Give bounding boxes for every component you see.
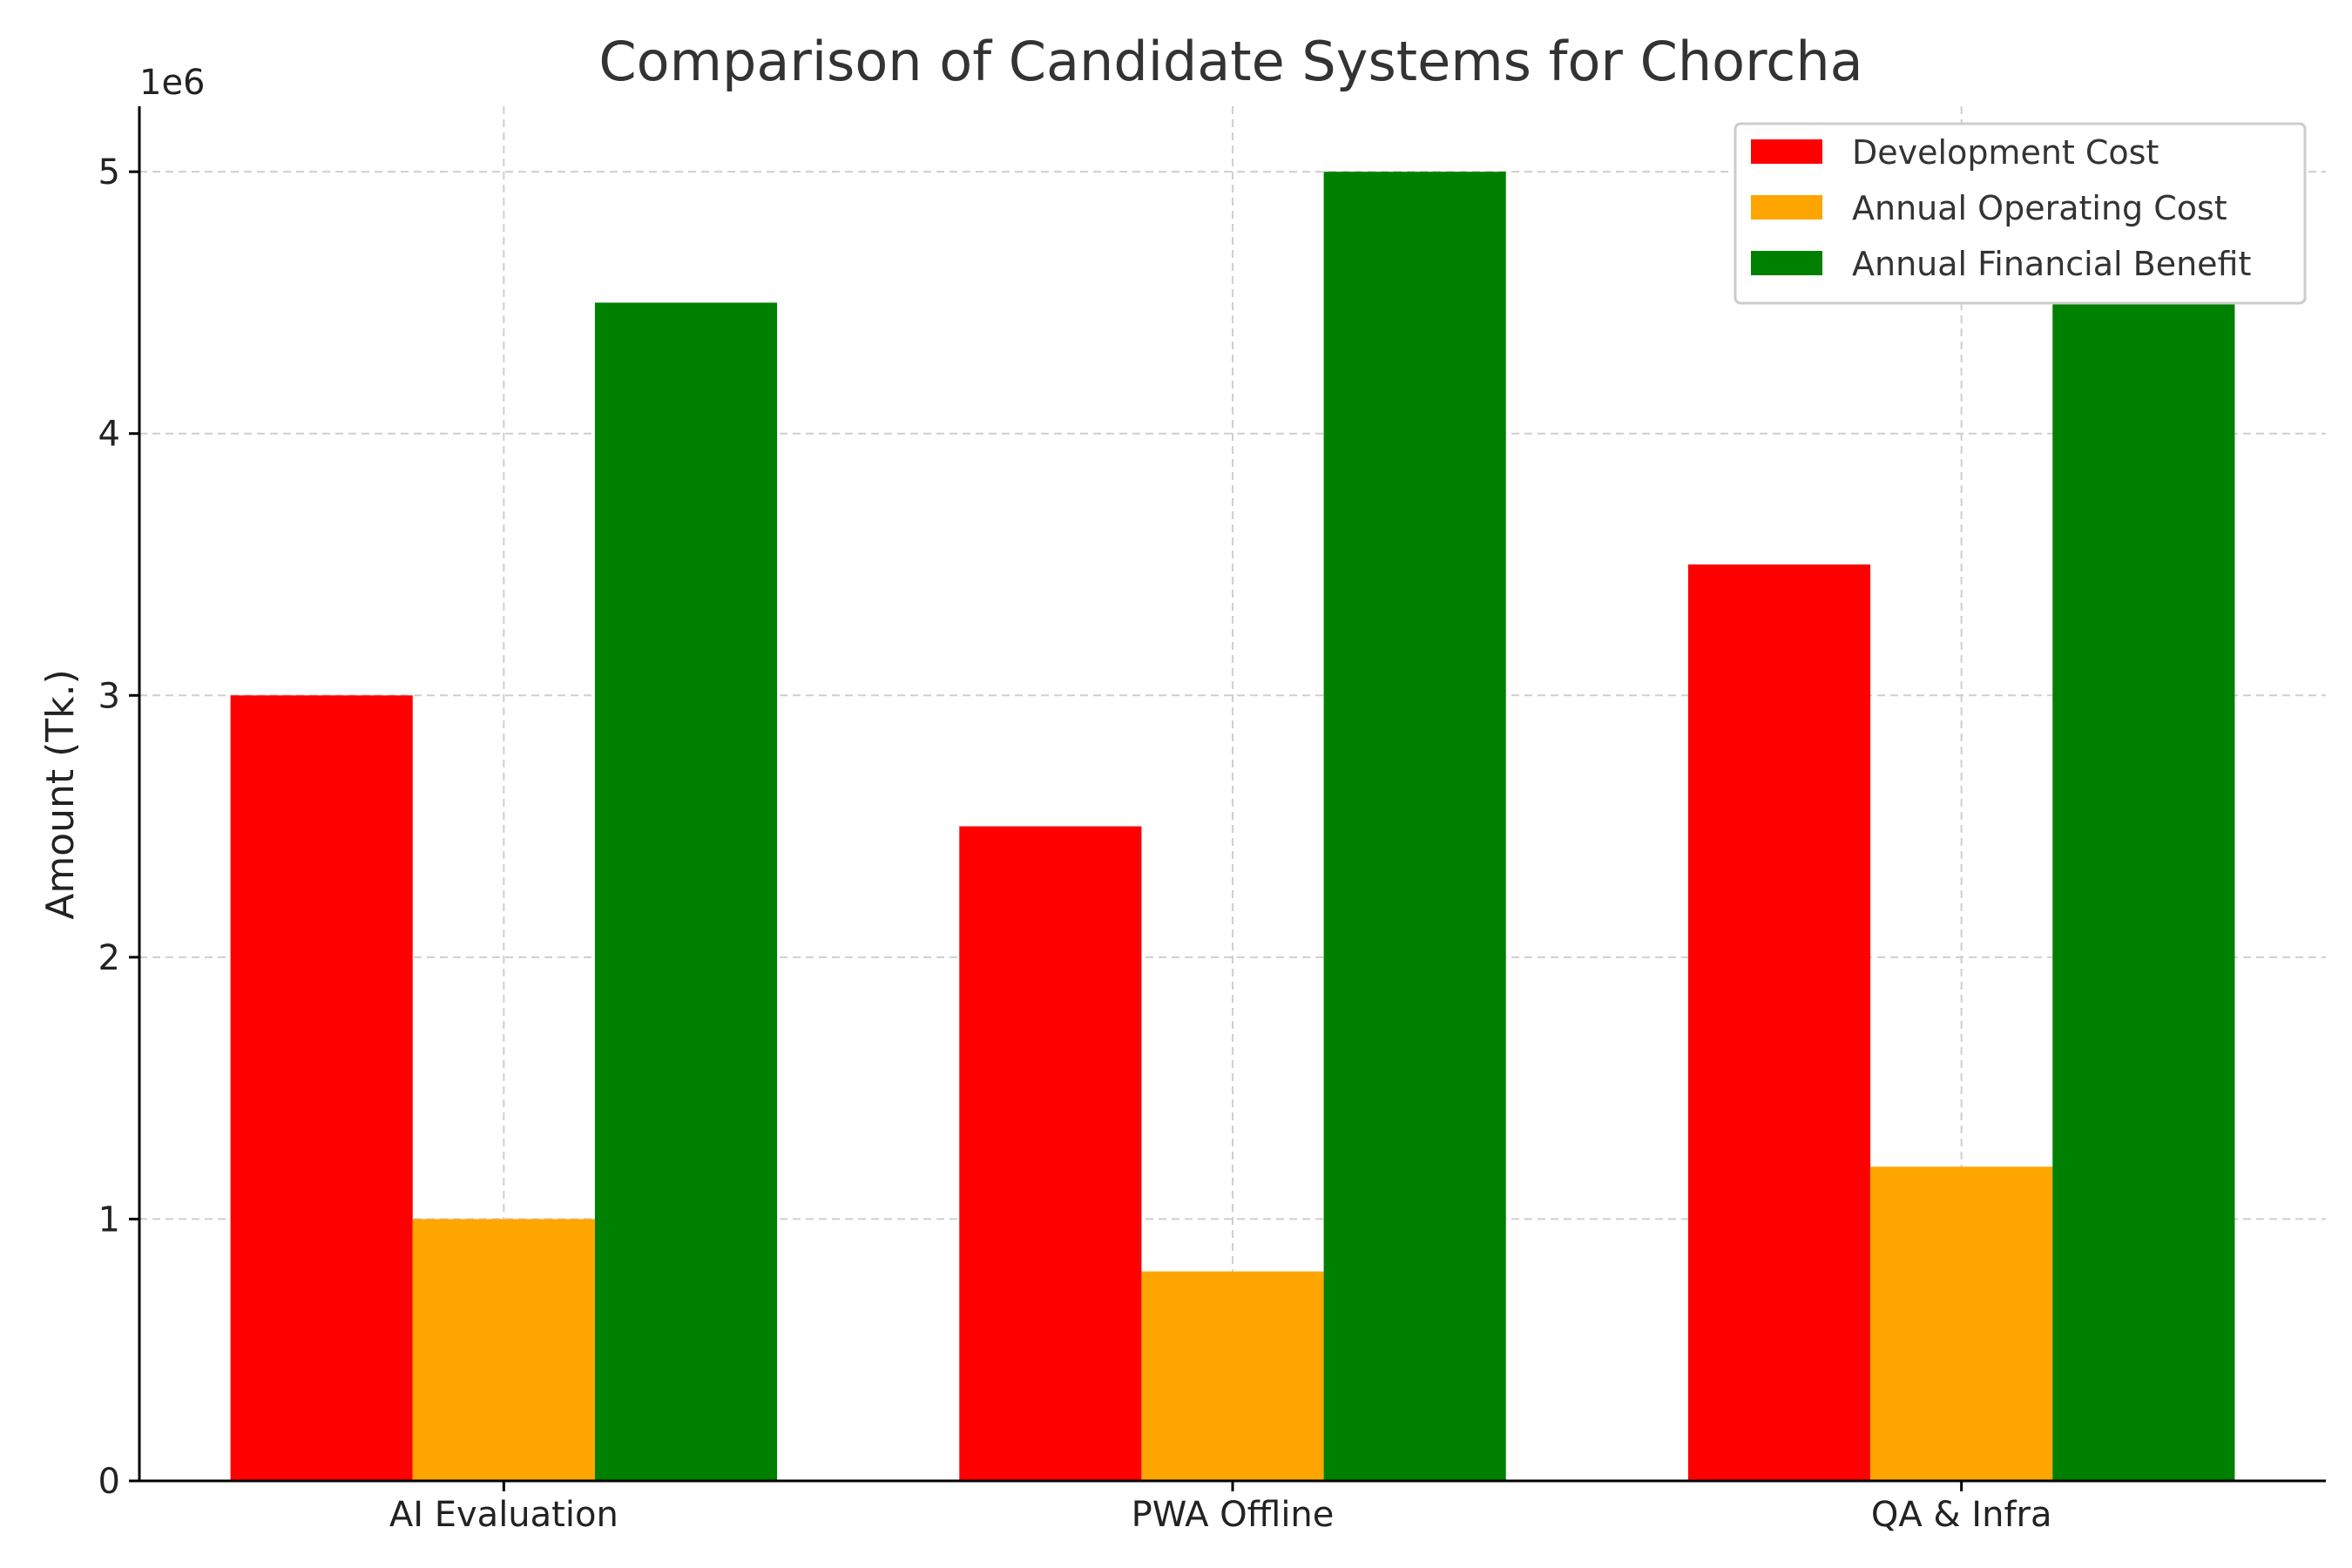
bar: [412, 1219, 595, 1481]
y-tick-label: 5: [98, 152, 120, 193]
legend: Development Cost Annual Operating Cost Ann…: [1734, 122, 2307, 305]
bar: [1323, 172, 1506, 1482]
y-tick-label: 3: [98, 676, 120, 716]
legend-label: Annual Operating Cost: [1852, 189, 2227, 227]
bar: [2052, 302, 2235, 1481]
bars: [230, 172, 2235, 1482]
bar: [1687, 564, 1871, 1481]
y-tick-label: 0: [98, 1462, 120, 1502]
bar: [1141, 1271, 1324, 1481]
y-axis-offset-label: 1e6: [139, 63, 206, 103]
bar: [1870, 1166, 2053, 1481]
legend-swatch: [1751, 195, 1822, 220]
bar: [594, 302, 778, 1481]
y-axis-label: Amount (Tk.): [38, 669, 83, 920]
x-tick-label: PWA Offline: [1132, 1495, 1335, 1535]
legend-swatch: [1751, 139, 1822, 164]
legend-frame: [1734, 122, 2307, 305]
y-tick-label: 1: [98, 1200, 120, 1240]
legend-label: Annual Financial Benefit: [1852, 245, 2251, 283]
x-tick-label: AI Evaluation: [389, 1495, 618, 1535]
x-tick-label: QA & Infra: [1871, 1495, 2052, 1535]
y-tick-label: 2: [98, 938, 120, 978]
bar: [959, 826, 1142, 1481]
tick-labels: 0 1 2 3 4 5 AI Evaluation PWA Offline QA & Infra: [98, 152, 2052, 1535]
chart-title: Comparison of Candidate Systems for Chor…: [598, 30, 1862, 93]
legend-swatch: [1751, 251, 1822, 275]
y-tick-label: 4: [98, 415, 120, 455]
legend-label: Development Cost: [1852, 133, 2159, 172]
bar: [230, 695, 413, 1481]
